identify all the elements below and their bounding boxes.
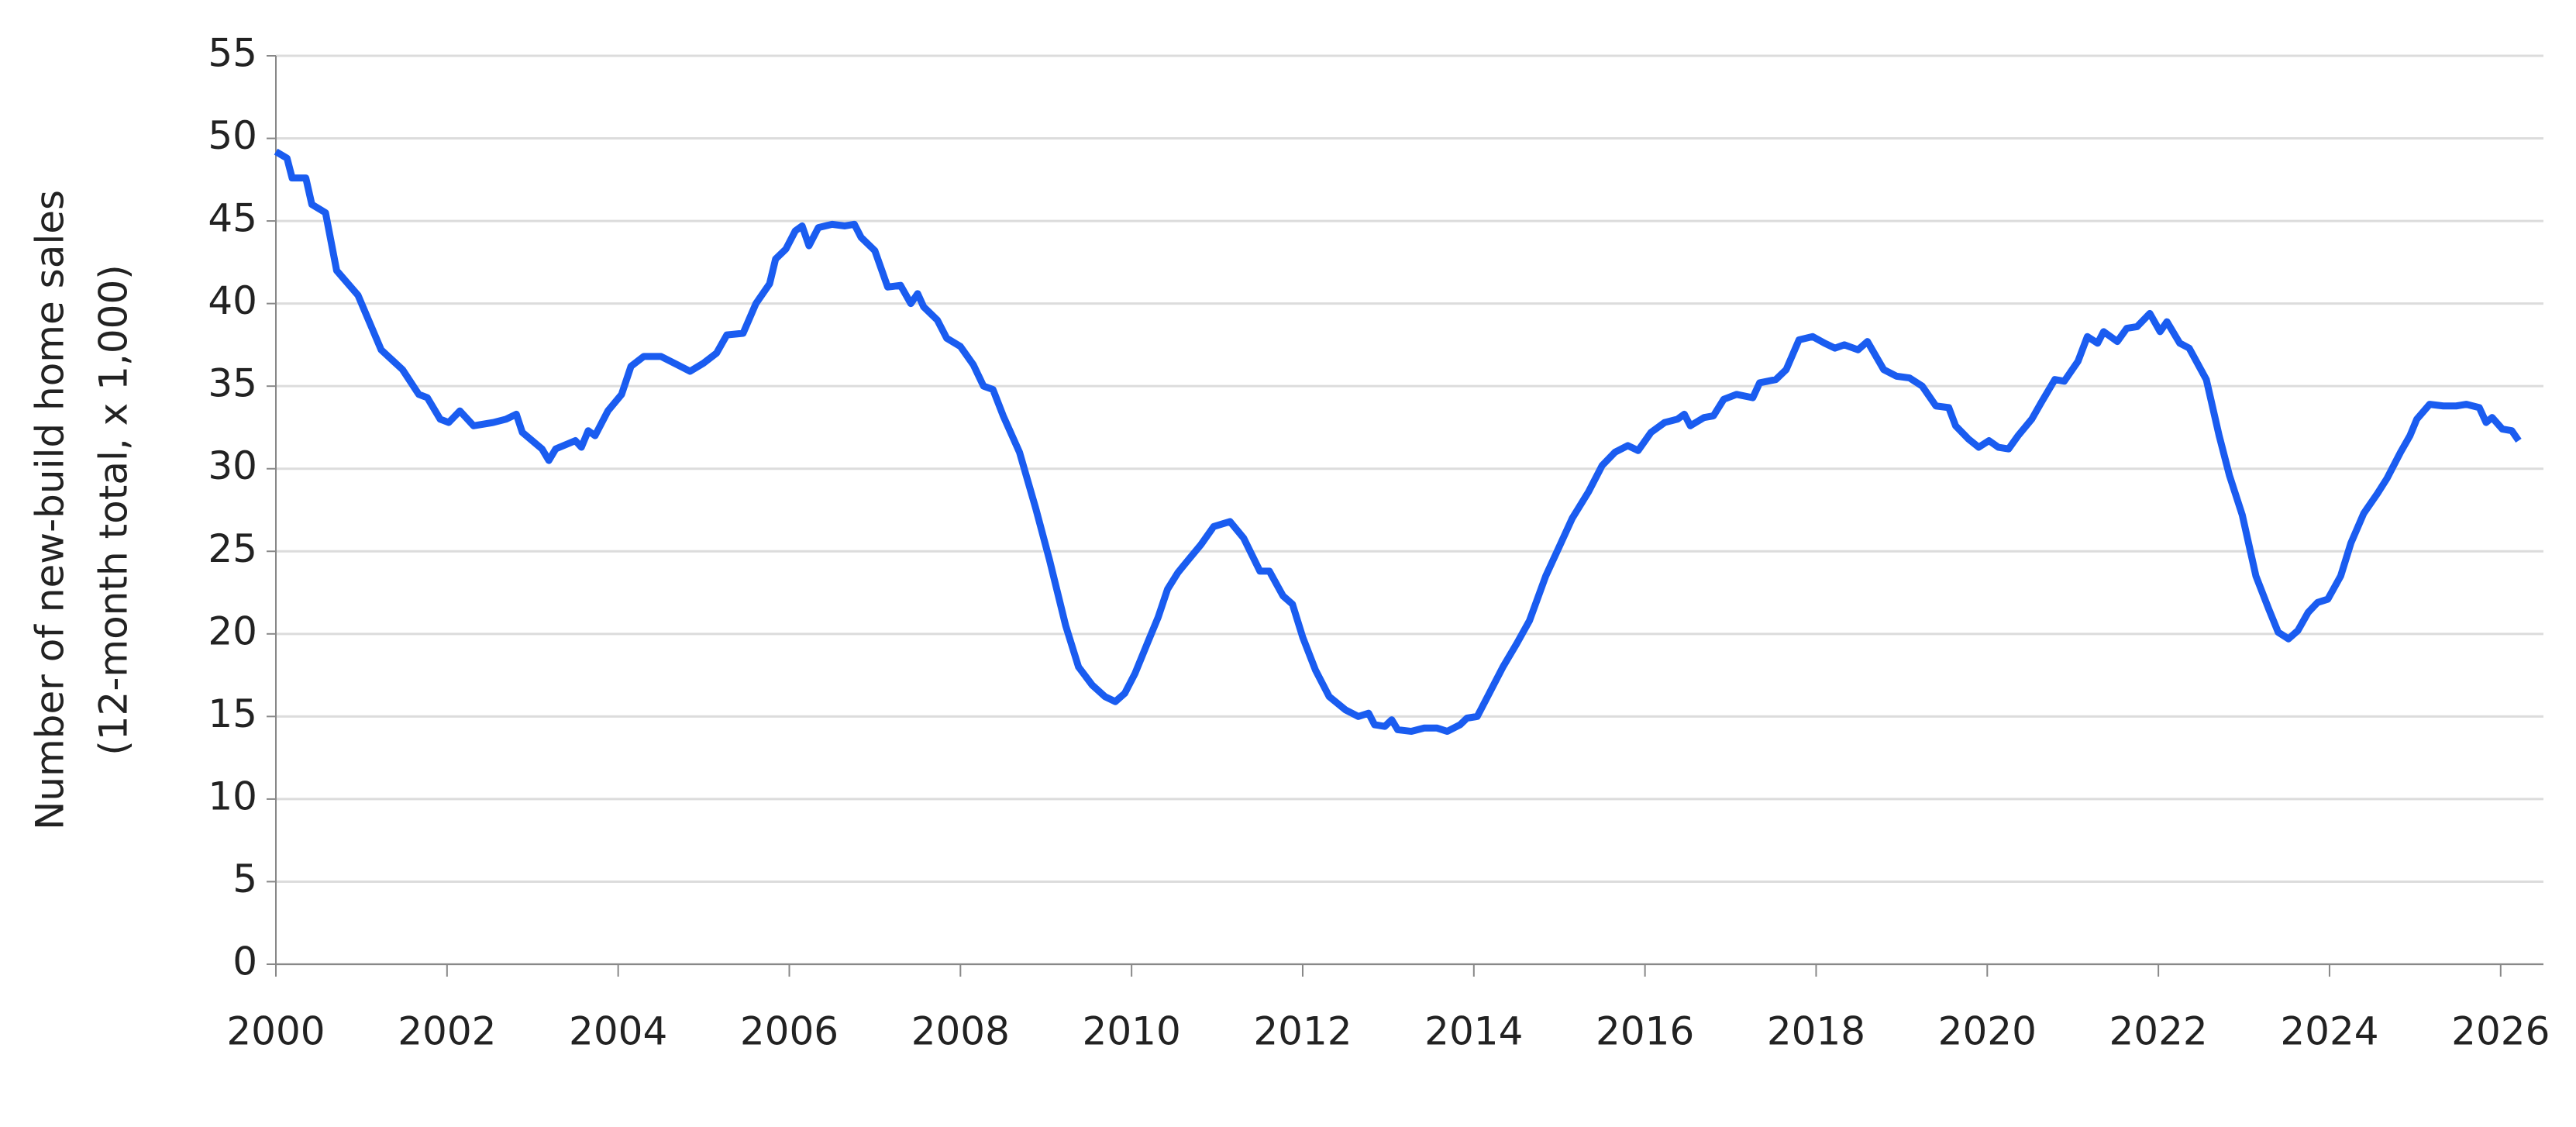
y-axis-title: Number of new-build home sales [28, 190, 73, 830]
x-tick-label: 2022 [2109, 1009, 2208, 1054]
y-tick-label: 5 [232, 856, 257, 901]
x-tick-label: 2024 [2280, 1009, 2378, 1054]
y-tick-label: 35 [208, 361, 257, 406]
y-tick-label: 15 [208, 691, 257, 736]
x-tick-label: 2008 [911, 1009, 1010, 1054]
x-tick-label: 2006 [740, 1009, 839, 1054]
x-tick-label: 2010 [1083, 1009, 1181, 1054]
x-tick-label: 2020 [1938, 1009, 2037, 1054]
y-tick-label: 40 [208, 278, 257, 323]
y-tick-label: 25 [208, 526, 257, 571]
y-tick-label: 20 [208, 608, 257, 653]
y-axis-title: (12-month total, x 1,000) [91, 264, 136, 756]
y-tick-label: 30 [208, 443, 257, 488]
x-tick-label: 2016 [1596, 1009, 1694, 1054]
y-tick-label: 45 [208, 196, 257, 241]
y-tick-label: 0 [232, 939, 257, 984]
x-tick-label: 2002 [398, 1009, 496, 1054]
y-tick-label: 55 [208, 31, 257, 76]
y-tick-label: 50 [208, 113, 257, 158]
x-tick-label: 2012 [1253, 1009, 1352, 1054]
x-tick-label: 2014 [1424, 1009, 1523, 1054]
data-line [274, 148, 2522, 736]
y-tick-label: 10 [208, 774, 257, 819]
x-tick-label: 2004 [569, 1009, 667, 1054]
x-tick-label: 2026 [2451, 1009, 2550, 1054]
x-tick-label: 2018 [1767, 1009, 1865, 1054]
x-tick-label: 2000 [226, 1009, 325, 1054]
